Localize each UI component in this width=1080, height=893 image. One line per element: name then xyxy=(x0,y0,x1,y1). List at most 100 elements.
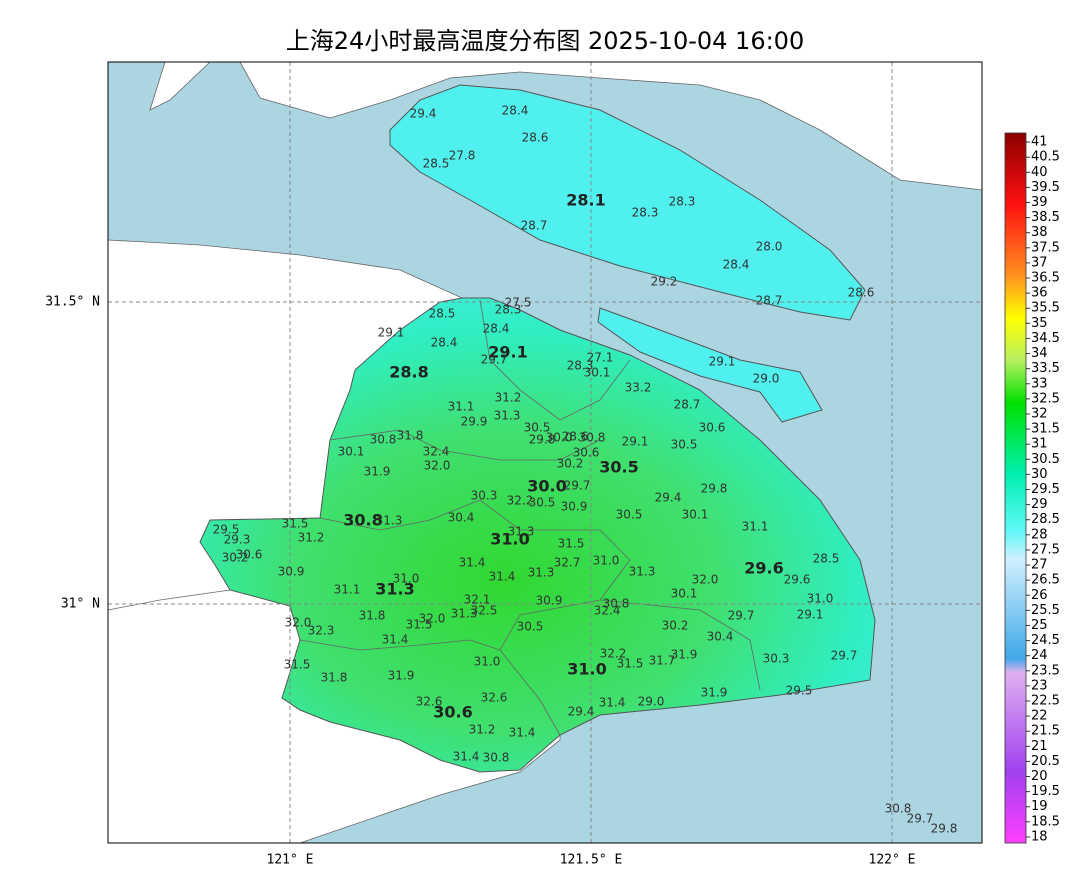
station-value-label: 29.1 xyxy=(378,326,405,340)
station-value-label: 29.8 xyxy=(701,482,728,496)
colorbar-label: 25.5 xyxy=(1031,603,1060,618)
station-value-label: 31.0 xyxy=(807,592,834,606)
colorbar-label: 27 xyxy=(1031,558,1048,573)
province-boundary xyxy=(108,589,231,611)
station-value-label: 30.5 xyxy=(671,438,698,452)
station-value-label: 30.5 xyxy=(529,496,556,510)
district-value-label: 31.0 xyxy=(567,660,606,679)
colorbar-label: 33 xyxy=(1031,376,1048,391)
station-value-label: 28.3 xyxy=(632,206,659,220)
station-value-label: 31.5 xyxy=(558,537,585,551)
station-value-label: 27.5 xyxy=(505,296,532,310)
station-value-label: 30.8 xyxy=(370,433,397,447)
colorbar-label: 35 xyxy=(1031,316,1048,331)
colorbar-label: 34.5 xyxy=(1031,331,1060,346)
station-value-label: 30.6 xyxy=(573,446,600,460)
colorbar-label: 39.5 xyxy=(1031,180,1060,195)
station-value-label: 30.1 xyxy=(671,587,698,601)
lon-label: 122° E xyxy=(869,853,916,868)
station-value-label: 29.4 xyxy=(655,491,682,505)
colorbar-label: 24.5 xyxy=(1031,633,1060,648)
station-value-label: 31.3 xyxy=(494,409,521,423)
station-value-label: 32.6 xyxy=(416,695,443,709)
station-value-label: 29.0 xyxy=(638,695,665,709)
district-value-label: 30.6 xyxy=(433,703,472,722)
colorbar-label: 41 xyxy=(1031,135,1048,150)
station-value-label: 31.3 xyxy=(629,565,656,579)
station-value-label: 29.8 xyxy=(529,433,556,447)
station-value-label: 29.3 xyxy=(224,533,251,547)
lon-label: 121° E xyxy=(267,853,314,868)
station-value-label: 31.9 xyxy=(671,648,698,662)
station-value-label: 30.8 xyxy=(603,597,630,611)
station-value-label: 30.4 xyxy=(448,511,475,525)
station-value-label: 30.2 xyxy=(557,457,584,471)
station-value-label: 32.5 xyxy=(471,604,498,618)
station-value-label: 29.5 xyxy=(213,523,240,537)
colorbar-label: 37 xyxy=(1031,255,1048,270)
station-value-label: 31.9 xyxy=(388,669,415,683)
station-value-label: 31.1 xyxy=(742,520,769,534)
station-value-label: 31.2 xyxy=(298,531,325,545)
station-value-label: 28.7 xyxy=(756,294,783,308)
station-value-label: 31.4 xyxy=(459,556,486,570)
colorbar-label: 35.5 xyxy=(1031,301,1060,316)
station-value-label: 30.1 xyxy=(584,366,611,380)
colorbar-label: 21 xyxy=(1031,739,1048,754)
station-value-label: 31.4 xyxy=(453,750,480,764)
station-value-label: 30.8 xyxy=(885,802,912,816)
station-value-label: 30.6 xyxy=(699,421,726,435)
station-value-label: 31.9 xyxy=(364,465,391,479)
district-boundary xyxy=(599,599,761,691)
station-value-label: 28.5 xyxy=(423,157,450,171)
station-value-label: 29.5 xyxy=(786,684,813,698)
colorbar-label: 39 xyxy=(1031,195,1048,210)
district-boundary xyxy=(479,299,631,421)
station-value-label: 32.2 xyxy=(600,647,627,661)
station-value-label: 32.4 xyxy=(423,445,450,459)
colorbar-label: 21.5 xyxy=(1031,724,1060,739)
colorbar-label: 22 xyxy=(1031,709,1048,724)
north-bank xyxy=(149,62,982,191)
station-value-label: 31.0 xyxy=(393,572,420,586)
station-value-label: 31.7 xyxy=(649,654,676,668)
colorbar-label: 28.5 xyxy=(1031,512,1060,527)
colorbar-label: 32 xyxy=(1031,406,1048,421)
station-value-label: 29.4 xyxy=(410,107,437,121)
station-value-label: 29.1 xyxy=(709,355,736,369)
station-value-label: 31.5 xyxy=(282,517,309,531)
station-value-label: 31.4 xyxy=(382,633,409,647)
station-value-label: 30.9 xyxy=(561,500,588,514)
map-area: 29.4 28.428.627.828.528.128.328.328.728.0… xyxy=(108,62,982,843)
station-value-label: 28.5 xyxy=(429,307,456,321)
colorbar-label: 19 xyxy=(1031,799,1048,814)
station-value-label: 30.4 xyxy=(707,630,734,644)
district-value-label: 30.5 xyxy=(599,458,638,477)
station-value-label: 29.0 xyxy=(753,372,780,386)
lat-label: 31° N xyxy=(61,597,100,612)
station-value-label: 30.5 xyxy=(524,421,551,435)
station-value-label: 30.8 xyxy=(483,751,510,765)
station-value-label: 29.1 xyxy=(797,608,824,622)
district-value-label: 29.6 xyxy=(744,559,783,578)
colorbar-label: 20.5 xyxy=(1031,754,1060,769)
colorbar-label: 36 xyxy=(1031,286,1048,301)
station-value-label: 31.4 xyxy=(599,696,626,710)
colorbar-label: 31 xyxy=(1031,437,1048,452)
station-value-label: 30.2 xyxy=(222,551,249,565)
station-value-label: 31.3 xyxy=(508,525,535,539)
station-value-label: 29.7 xyxy=(481,353,508,367)
lat-label: 31.5° N xyxy=(45,295,100,310)
colorbar-label: 23.5 xyxy=(1031,663,1060,678)
colorbar-label: 29 xyxy=(1031,497,1048,512)
station-value-label: 31.5 xyxy=(284,658,311,672)
lon-label: 121.5° E xyxy=(560,853,623,868)
station-value-label: 29.7 xyxy=(564,479,591,493)
colorbar-label: 29.5 xyxy=(1031,482,1060,497)
colorbar-label: 30 xyxy=(1031,467,1048,482)
station-value-label: 32.3 xyxy=(308,624,335,638)
district-value-label: 28.1 xyxy=(566,191,605,210)
station-labels: 29.4 28.428.627.828.528.128.328.328.728.0… xyxy=(213,104,958,836)
station-value-label: 30.3 xyxy=(763,652,790,666)
colorbar-label: 38 xyxy=(1031,225,1048,240)
